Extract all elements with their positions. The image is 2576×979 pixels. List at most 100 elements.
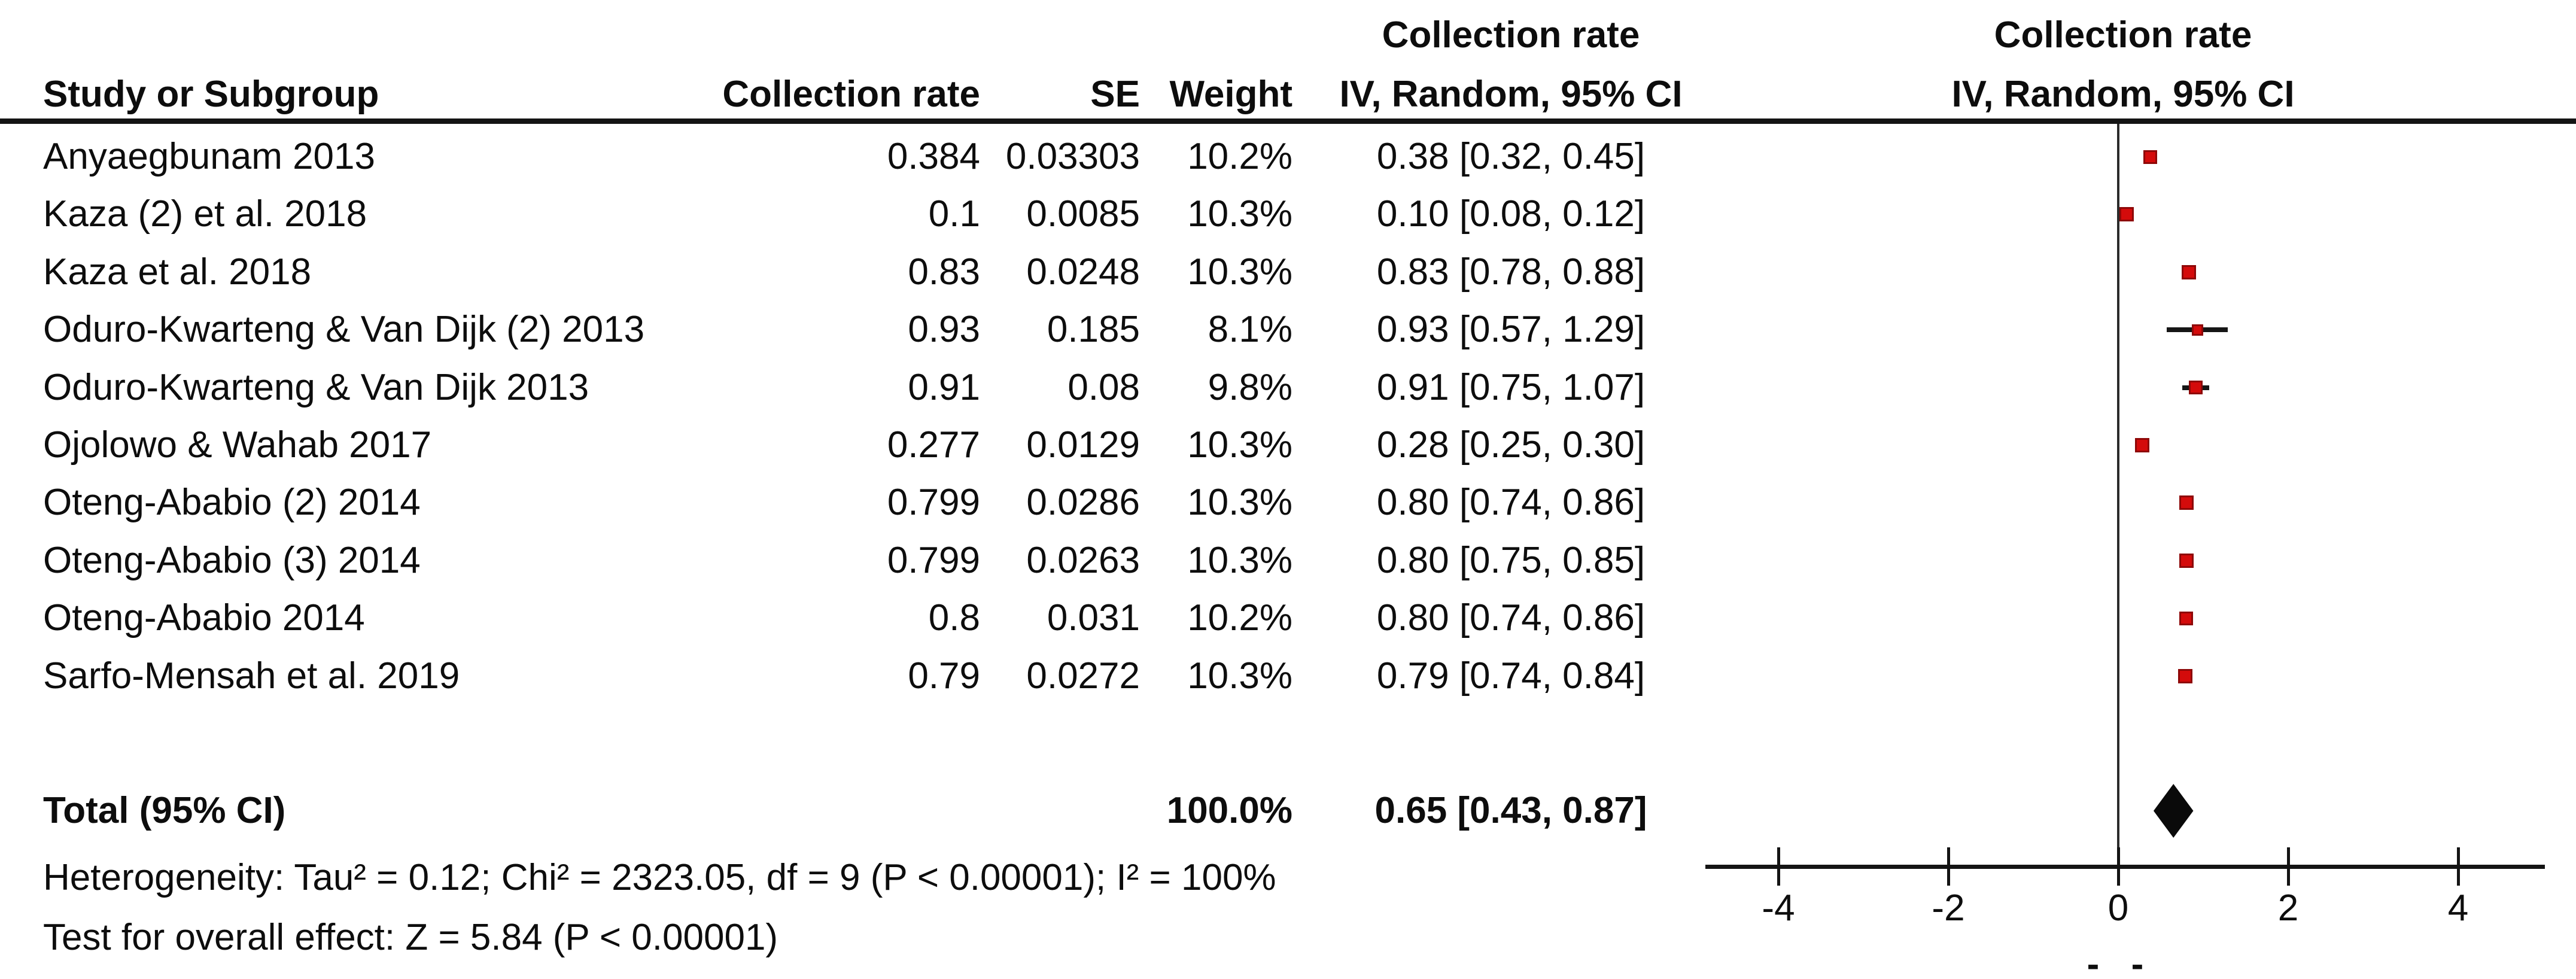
x-axis-tick — [2287, 847, 2290, 886]
x-axis-tick — [2457, 847, 2460, 886]
ci-text: 0.80 [0.75, 0.85] — [1376, 540, 1646, 581]
study-name: Oteng-Ababio 2014 — [43, 597, 365, 639]
collection-rate-value: 0.91 — [908, 367, 980, 408]
table-row: Oduro-Kwarteng & Van Dijk (2) 2013 0.93 … — [0, 311, 2576, 348]
column-header-weight: Weight — [1169, 74, 1293, 115]
collection-rate-value: 0.277 — [887, 424, 980, 466]
study-point-estimate-marker — [2134, 438, 2149, 452]
x-axis-tick — [2117, 847, 2120, 886]
ci-text: 0.28 [0.25, 0.30] — [1376, 424, 1646, 466]
collection-rate-value: 0.8 — [928, 597, 980, 639]
study-point-estimate-marker — [2178, 668, 2193, 683]
x-tick-label: 2 — [2277, 887, 2299, 929]
table-row: Kaza (2) et al. 2018 0.1 0.0085 10.3% 0.… — [0, 196, 2576, 233]
x-tick-label: 0 — [2107, 887, 2129, 929]
weight-value: 10.3% — [1187, 655, 1292, 697]
weight-value: 10.3% — [1187, 424, 1292, 466]
x-axis-line — [1705, 865, 2545, 869]
weight-value: 9.8% — [1208, 367, 1292, 408]
study-name: Anyaegbunam 2013 — [43, 136, 376, 177]
study-point-estimate-marker — [2179, 611, 2194, 625]
ci-text: 0.10 [0.08, 0.12] — [1376, 193, 1646, 235]
column-header-study: Study or Subgroup — [43, 74, 379, 115]
se-value: 0.0272 — [1026, 655, 1140, 697]
se-value: 0.0129 — [1026, 424, 1140, 466]
study-point-estimate-marker — [2119, 207, 2134, 222]
weight-value: 8.1% — [1208, 309, 1292, 350]
study-point-estimate-marker — [2191, 324, 2203, 336]
total-row: Total (95% CI) 100.0% 0.65 [0.43, 0.87] — [0, 792, 2576, 829]
study-point-estimate-marker — [2179, 553, 2194, 568]
table-row: Oteng-Ababio (3) 2014 0.799 0.0263 10.3%… — [0, 542, 2576, 579]
x-tick-label: -2 — [1932, 887, 1965, 929]
se-value: 0.0263 — [1026, 540, 1140, 581]
study-point-estimate-marker — [2188, 381, 2203, 395]
study-name: Kaza et al. 2018 — [43, 251, 312, 293]
table-row: Oteng-Ababio 2014 0.8 0.031 10.2% 0.80 [… — [0, 600, 2576, 637]
collection-rate-value: 0.1 — [928, 193, 980, 235]
table-row: Oduro-Kwarteng & Van Dijk 2013 0.91 0.08… — [0, 369, 2576, 406]
ci-text: 0.80 [0.74, 0.86] — [1376, 597, 1646, 639]
collection-rate-value: 0.93 — [908, 309, 980, 350]
study-name: Oteng-Ababio (2) 2014 — [43, 482, 421, 523]
study-point-estimate-marker — [2143, 150, 2158, 164]
cropped-text-mark: - — [2087, 944, 2100, 979]
se-value: 0.031 — [1047, 597, 1140, 639]
table-row: Ojolowo & Wahab 2017 0.277 0.0129 10.3% … — [0, 427, 2576, 464]
collection-rate-value: 0.799 — [887, 540, 980, 581]
se-value: 0.0286 — [1026, 482, 1140, 523]
table-row: Anyaegbunam 2013 0.384 0.03303 10.2% 0.3… — [0, 138, 2576, 175]
x-tick-label: -4 — [1762, 887, 1795, 929]
column-header-effect-group: Collection rate — [1382, 14, 1640, 56]
ci-text: 0.79 [0.74, 0.84] — [1376, 655, 1646, 697]
collection-rate-value: 0.79 — [908, 655, 980, 697]
weight-value: 10.2% — [1187, 597, 1292, 639]
study-name: Kaza (2) et al. 2018 — [43, 193, 367, 235]
total-weight: 100.0% — [1166, 790, 1292, 831]
zero-effect-line — [2117, 124, 2119, 869]
se-value: 0.0248 — [1026, 251, 1140, 293]
column-header-se: SE — [1090, 74, 1140, 115]
table-row: Oteng-Ababio (2) 2014 0.799 0.0286 10.3%… — [0, 484, 2576, 521]
ci-text: 0.80 [0.74, 0.86] — [1376, 482, 1646, 523]
weight-value: 10.2% — [1187, 136, 1292, 177]
study-name: Oteng-Ababio (3) 2014 — [43, 540, 421, 581]
se-value: 0.0085 — [1026, 193, 1140, 235]
collection-rate-value: 0.384 — [887, 136, 980, 177]
se-value: 0.185 — [1047, 309, 1140, 350]
study-point-estimate-marker — [2179, 495, 2194, 510]
weight-value: 10.3% — [1187, 251, 1292, 293]
weight-value: 10.3% — [1187, 482, 1292, 523]
ci-text: 0.83 [0.78, 0.88] — [1376, 251, 1646, 293]
column-header-effect-ci: IV, Random, 95% CI — [1339, 74, 1683, 115]
overall-effect-text: Test for overall effect: Z = 5.84 (P < 0… — [43, 917, 778, 958]
column-header-plot-ci: IV, Random, 95% CI — [1951, 74, 2295, 115]
study-name: Ojolowo & Wahab 2017 — [43, 424, 432, 466]
x-axis-tick — [1947, 847, 1950, 886]
total-label: Total (95% CI) — [43, 790, 286, 831]
study-name: Oduro-Kwarteng & Van Dijk (2) 2013 — [43, 309, 645, 350]
column-header-plot-group: Collection rate — [1994, 14, 2252, 56]
ci-text: 0.38 [0.32, 0.45] — [1376, 136, 1646, 177]
header-divider-line — [0, 118, 2576, 124]
study-name: Sarfo-Mensah et al. 2019 — [43, 655, 460, 697]
column-header-collection-rate: Collection rate — [722, 74, 980, 115]
se-value: 0.03303 — [1005, 136, 1140, 177]
weight-value: 10.3% — [1187, 193, 1292, 235]
table-row: Sarfo-Mensah et al. 2019 0.79 0.0272 10.… — [0, 658, 2576, 695]
x-axis-tick — [1777, 847, 1780, 886]
total-ci-text: 0.65 [0.43, 0.87] — [1374, 790, 1647, 831]
x-tick-label: 4 — [2447, 887, 2469, 929]
ci-text: 0.91 [0.75, 1.07] — [1376, 367, 1646, 408]
se-value: 0.08 — [1067, 367, 1140, 408]
study-point-estimate-marker — [2181, 264, 2196, 279]
study-name: Oduro-Kwarteng & Van Dijk 2013 — [43, 367, 589, 408]
total-diamond — [2154, 784, 2194, 841]
weight-value: 10.3% — [1187, 540, 1292, 581]
collection-rate-value: 0.83 — [908, 251, 980, 293]
collection-rate-value: 0.799 — [887, 482, 980, 523]
heterogeneity-text: Heterogeneity: Tau² = 0.12; Chi² = 2323.… — [43, 857, 1276, 898]
cropped-text-mark: - — [2131, 944, 2144, 979]
ci-text: 0.93 [0.57, 1.29] — [1376, 309, 1646, 350]
